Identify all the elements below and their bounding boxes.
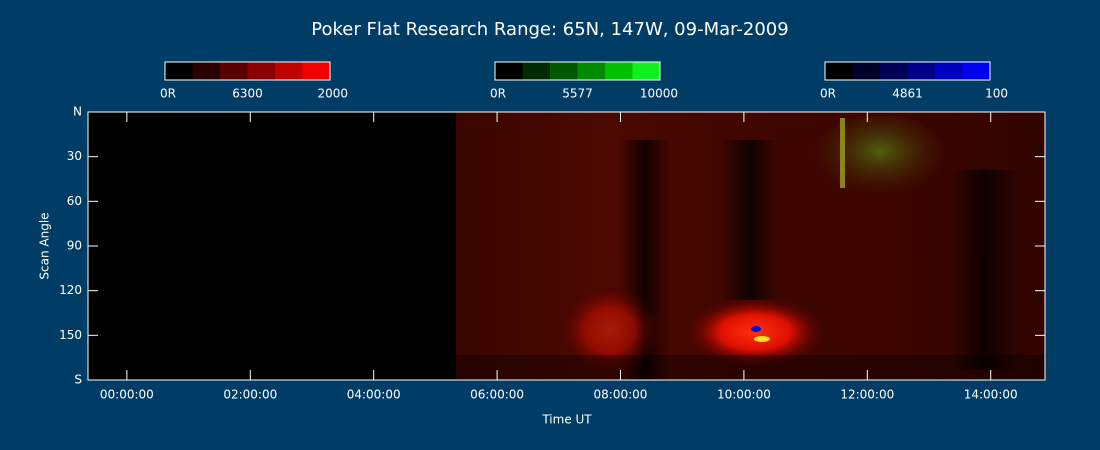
colorbar-step — [632, 62, 661, 80]
colorbar-step — [825, 62, 853, 80]
x-tick-label: 06:00:00 — [470, 388, 524, 402]
colorbar-name: 6300 — [232, 87, 263, 101]
x-tick-label: 08:00:00 — [594, 388, 648, 402]
chart-title: Poker Flat Research Range: 65N, 147W, 09… — [311, 19, 788, 40]
y-tick-label: S — [74, 373, 82, 387]
x-tick-label: 04:00:00 — [347, 388, 401, 402]
colorbar-step — [605, 62, 633, 80]
colorbar-step — [852, 62, 881, 80]
x-tick-label: 10:00:00 — [717, 388, 771, 402]
keogram-image — [88, 112, 1045, 380]
x-tick-label: 02:00:00 — [223, 388, 277, 402]
colorbar-frame — [494, 61, 661, 81]
y-tick-label: 30 — [67, 149, 82, 163]
colorbar-step — [962, 62, 991, 80]
x-tick-label: 12:00:00 — [840, 388, 894, 402]
x-axis-label: Time UT — [541, 413, 592, 427]
y-tick-label: 90 — [67, 239, 82, 253]
y-tick-label: 120 — [59, 283, 82, 297]
colorbar-step — [550, 62, 578, 80]
colorbar-step — [522, 62, 551, 80]
colorbar-step — [192, 62, 221, 80]
colorbar-step — [907, 62, 936, 80]
y-tick-label: 60 — [67, 194, 82, 208]
y-tick-label: 150 — [59, 328, 82, 342]
x-tick-label: 00:00:00 — [100, 388, 154, 402]
colorbar-step — [275, 62, 303, 80]
colorbar-step — [165, 62, 193, 80]
colorbar-step — [247, 62, 276, 80]
y-axis-label: Scan Angle — [38, 212, 52, 279]
colorbar-frame — [824, 61, 991, 81]
colorbar-step — [935, 62, 963, 80]
colorbar-max-label: 100 — [985, 87, 1008, 101]
colorbar-name: 4861 — [892, 87, 923, 101]
colorbar-step — [302, 62, 331, 80]
colorbar-step — [577, 62, 606, 80]
colorbar-min-label: 0R — [490, 87, 506, 101]
colorbar-min-label: 0R — [820, 87, 836, 101]
colorbar-max-label: 2000 — [317, 87, 348, 101]
colorbar-step — [880, 62, 908, 80]
colorbar-frame — [164, 61, 331, 81]
y-tick-label: N — [73, 105, 82, 119]
colorbar-name: 5577 — [562, 87, 593, 101]
colorbar-max-label: 10000 — [640, 87, 678, 101]
colorbar-step — [220, 62, 248, 80]
x-tick-label: 14:00:00 — [964, 388, 1018, 402]
colorbar-step — [495, 62, 523, 80]
colorbar-min-label: 0R — [160, 87, 176, 101]
